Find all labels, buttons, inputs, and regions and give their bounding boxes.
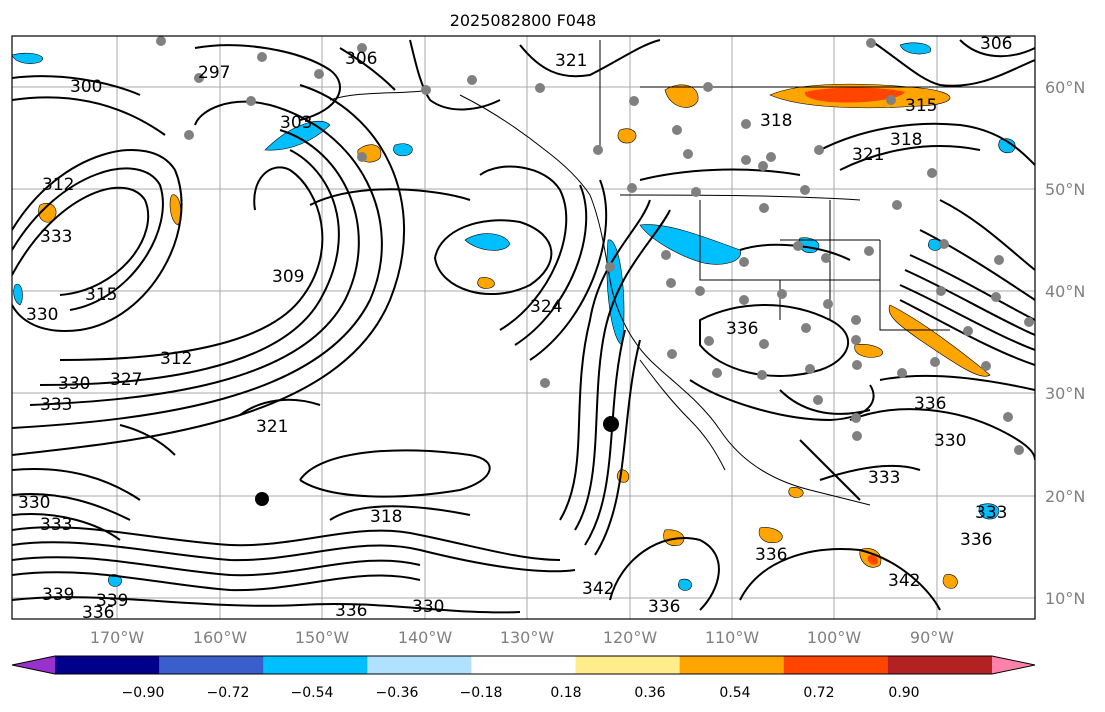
contour-label: 342 — [582, 579, 614, 599]
contour-label: 318 — [890, 130, 922, 150]
map-title: 2025082800 F048 — [450, 11, 597, 30]
colorbar-segment — [887, 656, 993, 674]
lat-label: 40°N — [1045, 282, 1085, 301]
latitude-labels: 60°N 50°N 40°N 30°N 20°N 10°N — [1045, 78, 1085, 608]
contour-label: 297 — [198, 63, 230, 83]
contour-label: 330 — [58, 374, 90, 394]
lat-label: 60°N — [1045, 78, 1085, 97]
contour-label: 333 — [40, 515, 72, 535]
contour-label: 339 — [96, 591, 128, 611]
colorbar-tick-label: −0.18 — [460, 685, 503, 701]
colorbar-tick-label: −0.72 — [207, 685, 250, 701]
lon-label: 160°W — [193, 628, 248, 647]
longitude-labels: 170°W 160°W 150°W 140°W 130°W 120°W 110°… — [90, 628, 954, 647]
negative-shading — [12, 42, 1016, 591]
contour-label: 342 — [888, 571, 920, 591]
contour-label: 339 — [42, 585, 74, 605]
map-frame — [11, 35, 1036, 620]
contour-label: 318 — [760, 111, 792, 131]
colorbar-tick-label: 0.36 — [634, 685, 665, 701]
contour-label: 336 — [335, 601, 367, 621]
contour-label: 309 — [272, 267, 304, 287]
lon-label: 90°W — [910, 628, 954, 647]
contour-label: 312 — [160, 349, 192, 369]
contour-label: 321 — [852, 145, 884, 165]
contour-label: 336 — [648, 597, 680, 617]
contour-label: 303 — [280, 113, 312, 133]
contour-label: 333 — [868, 468, 900, 488]
lon-label: 100°W — [807, 628, 862, 647]
contour-label: 336 — [914, 394, 946, 414]
colorbar-tick-label: 0.54 — [719, 685, 750, 701]
colorbar-tick-label: 0.72 — [803, 685, 834, 701]
lat-label: 10°N — [1045, 589, 1085, 608]
contour-label: 330 — [412, 597, 444, 617]
lat-label: 50°N — [1045, 180, 1085, 199]
colorbar-tick-label: −0.36 — [376, 685, 419, 701]
contour-label: 330 — [26, 305, 58, 325]
contour-label: 327 — [110, 370, 142, 390]
contour-label: 336 — [755, 545, 787, 565]
storm-markers — [255, 416, 619, 506]
lat-label: 30°N — [1045, 384, 1085, 403]
strong-positive-shading — [804, 87, 905, 565]
colorbar-tick-label: 0.18 — [550, 685, 581, 701]
lon-label: 140°W — [398, 628, 453, 647]
contour-labels: 297 300 303 306 309 312 315 318 321 324 … — [18, 34, 1012, 623]
contour-label: 306 — [345, 49, 377, 69]
contour-label: 321 — [256, 417, 288, 437]
contour-label: 312 — [42, 175, 74, 195]
colorbar-segment — [575, 656, 681, 674]
contour-label: 321 — [555, 51, 587, 71]
colorbar-extend-low — [12, 656, 55, 674]
colorbar-outline — [11, 655, 1036, 675]
contour-label: 306 — [980, 34, 1012, 54]
colorbar-segment — [679, 656, 785, 674]
contour-label: 315 — [85, 285, 117, 305]
contour-label: 336 — [82, 603, 114, 623]
colorbar-segment — [471, 656, 577, 674]
contour-label: 336 — [960, 530, 992, 550]
colorbar-segment — [55, 656, 160, 674]
contour-label: 318 — [370, 507, 402, 527]
contour-label: 333 — [40, 227, 72, 247]
colorbar-tick-label: 0.90 — [888, 685, 919, 701]
lon-label: 130°W — [500, 628, 555, 647]
lon-label: 170°W — [90, 628, 145, 647]
contour-label: 324 — [530, 297, 562, 317]
map-panel: 297 300 303 306 309 312 315 318 321 324 … — [12, 34, 1035, 623]
colorbar-tick-label: −0.90 — [122, 685, 165, 701]
positive-shading — [38, 83, 991, 589]
station-markers — [156, 36, 1034, 455]
colorbar-segment — [263, 656, 368, 674]
colorbar — [11, 655, 1036, 675]
lon-label: 120°W — [603, 628, 658, 647]
lat-label: 20°N — [1045, 487, 1085, 506]
colorbar-tick-labels: −0.90 −0.72 −0.54 −0.36 −0.18 0.18 0.36 … — [122, 685, 920, 701]
colorbar-segment — [159, 656, 264, 674]
contour-label: 315 — [905, 96, 937, 116]
colorbar-extend-high — [992, 656, 1035, 674]
contour-label: 330 — [18, 493, 50, 513]
contour-label: 330 — [934, 431, 966, 451]
colorbar-tick-label: −0.54 — [291, 685, 334, 701]
lon-label: 110°W — [705, 628, 760, 647]
contour-label: 333 — [40, 395, 72, 415]
contour-label: 300 — [70, 77, 102, 97]
lon-label: 150°W — [295, 628, 350, 647]
colorbar-segment — [367, 656, 472, 674]
colorbar-segment — [783, 656, 889, 674]
contour-label: 333 — [975, 503, 1007, 523]
contour-label: 336 — [726, 319, 758, 339]
